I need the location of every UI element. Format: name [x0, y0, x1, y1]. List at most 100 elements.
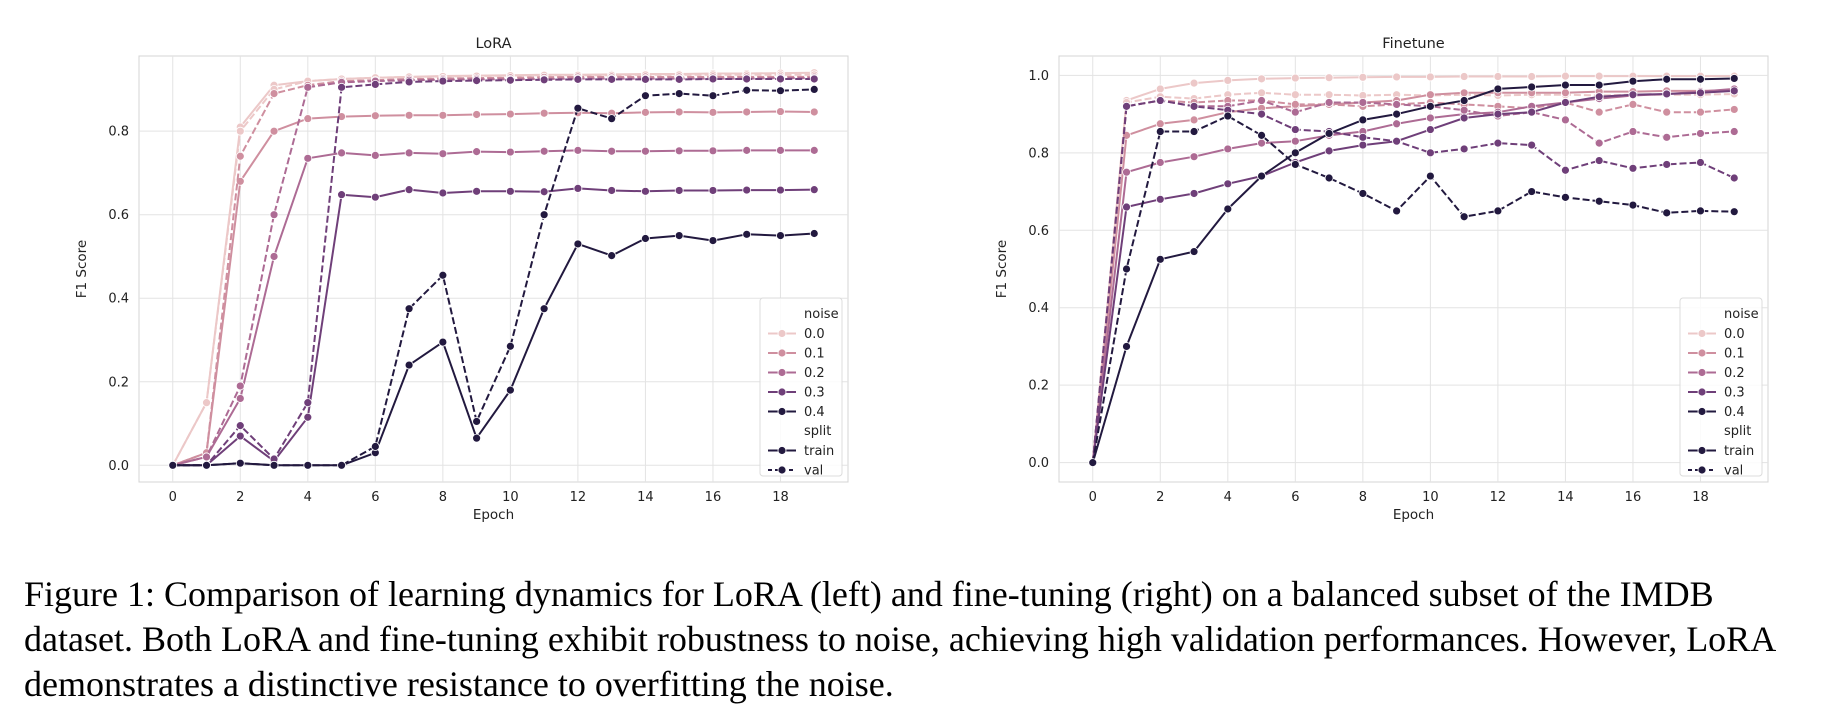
data-point — [607, 114, 617, 124]
series-line — [172, 149, 815, 467]
x-tick-label: 8 — [439, 490, 447, 505]
data-point — [742, 145, 752, 155]
legend-swatch-marker — [1697, 407, 1707, 416]
data-point — [809, 107, 819, 117]
legend-label: 0.4 — [1724, 405, 1745, 420]
x-tick-label: 10 — [1422, 490, 1439, 505]
data-point — [505, 341, 515, 351]
legend-swatch-marker — [1697, 446, 1707, 455]
series-line — [172, 78, 815, 467]
data-point — [235, 421, 245, 431]
data-point — [303, 82, 313, 92]
data-point — [1594, 196, 1604, 206]
series-noise-0.3-train — [1088, 86, 1739, 468]
data-point — [404, 185, 414, 195]
legend-label: train — [804, 444, 834, 459]
data-point — [505, 186, 515, 196]
series-line — [1091, 89, 1735, 463]
data-point — [708, 74, 718, 84]
y-axis-label: F1 Score — [994, 240, 1010, 298]
data-point — [1155, 84, 1165, 94]
data-point — [1223, 179, 1233, 189]
data-point — [1425, 171, 1435, 181]
chart-lora: 0 2 4 6 8 10 12 14 16 18 0.0 0.2 0.4 0.6 0.8 LoRA Epoch F… — [74, 36, 849, 523]
data-point — [337, 148, 346, 158]
plot-area — [138, 55, 849, 483]
series-line — [172, 77, 815, 467]
data-point — [1459, 88, 1469, 98]
y-tick-label: 0.4 — [1028, 301, 1049, 316]
series-line — [171, 73, 815, 466]
x-tick-label: 14 — [1557, 490, 1574, 505]
data-point — [809, 185, 819, 195]
legend-label: 0.2 — [804, 366, 825, 381]
legend-label: 0.4 — [804, 405, 825, 420]
data-point — [1459, 72, 1469, 81]
data-point — [1459, 96, 1469, 105]
data-point — [303, 460, 313, 470]
data-point — [370, 150, 380, 160]
data-point — [573, 74, 583, 84]
y-tick-label: 0.8 — [108, 125, 129, 140]
legend-swatch-marker — [1697, 329, 1707, 338]
data-point — [809, 145, 819, 155]
data-point — [1628, 90, 1638, 100]
data-point — [1729, 105, 1739, 114]
data-point — [1290, 136, 1300, 146]
data-point — [1392, 136, 1402, 146]
data-point — [1662, 132, 1672, 142]
series-line — [171, 71, 815, 466]
data-point — [674, 107, 684, 117]
data-point — [1189, 78, 1199, 88]
data-point — [539, 108, 549, 118]
data-point — [1155, 119, 1165, 129]
data-point — [674, 146, 684, 156]
series-line — [172, 187, 815, 467]
data-point — [641, 74, 650, 84]
data-point — [168, 460, 178, 470]
x-tick-label: 18 — [1692, 490, 1709, 505]
data-point — [708, 91, 718, 101]
data-point — [1493, 109, 1503, 119]
data-point — [607, 146, 617, 156]
legend-swatch-marker — [777, 329, 787, 338]
data-point — [1324, 73, 1334, 83]
data-point — [1493, 84, 1503, 94]
legend-swatch-marker — [1697, 387, 1707, 397]
legend-label: 0.0 — [1724, 327, 1745, 342]
data-point — [1257, 109, 1266, 119]
data-point — [1594, 156, 1604, 165]
data-point — [1290, 148, 1300, 158]
data-point — [1662, 160, 1672, 169]
data-point — [1628, 100, 1638, 109]
data-point — [1561, 88, 1570, 98]
data-point — [404, 304, 414, 314]
data-point — [1223, 204, 1233, 214]
data-point — [573, 239, 583, 249]
data-point — [1729, 173, 1739, 183]
data-point — [1189, 101, 1199, 111]
figure-charts: 0 2 4 6 8 10 12 14 16 18 0.0 0.2 0.4 0.6 0.8 LoRA Epoch F… — [74, 36, 1769, 523]
data-point — [1290, 73, 1300, 83]
data-point — [235, 458, 245, 468]
data-point — [1189, 247, 1199, 256]
data-point — [1459, 105, 1469, 115]
series-noise-0.3-val — [168, 74, 819, 470]
data-point — [539, 75, 549, 85]
data-point — [438, 270, 448, 280]
y-tick-label: 0.0 — [108, 459, 129, 474]
data-point — [1594, 138, 1604, 148]
data-point — [1122, 342, 1131, 351]
x-tick-label: 6 — [371, 490, 379, 505]
data-point — [776, 86, 785, 96]
x-tick-label: 0 — [169, 490, 177, 505]
data-point — [1155, 127, 1165, 136]
legend-label: train — [1724, 444, 1754, 459]
data-point — [573, 103, 583, 113]
data-point — [1392, 72, 1402, 82]
data-point — [809, 229, 819, 238]
data-point — [505, 75, 515, 85]
series-noise-0.4-train — [1088, 74, 1739, 468]
y-tick-label: 1.0 — [1028, 69, 1049, 84]
data-point — [505, 147, 515, 157]
